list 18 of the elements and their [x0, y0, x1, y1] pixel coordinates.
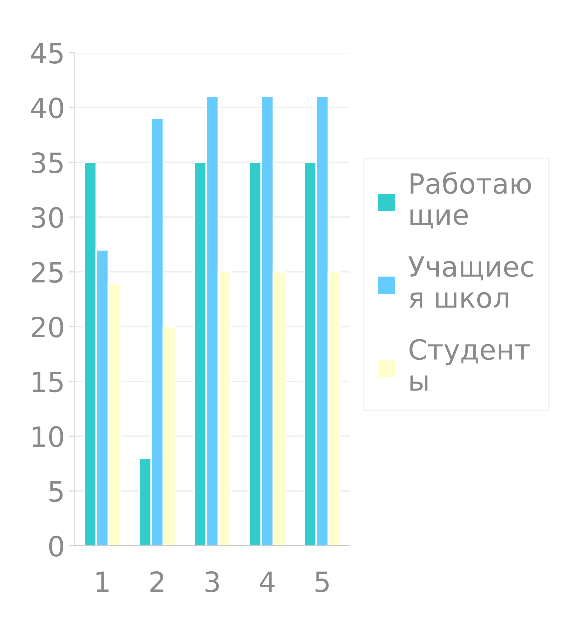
x-tick-label: 1 — [96, 572, 109, 592]
x-tick-label: 2 — [150, 571, 164, 592]
legend-label: Работающие — [410, 172, 532, 229]
x-tick-label: 3 — [206, 571, 220, 592]
legend-label: Учащиеся школ — [408, 256, 534, 308]
legend-label: Студенты — [410, 339, 530, 391]
y-tick-label: 5 — [50, 482, 63, 502]
y-tick-label: 10 — [32, 426, 64, 448]
y-tick-label: 25 — [32, 262, 63, 284]
y-tick-label: 20 — [32, 316, 64, 338]
y-tick-label: 45 — [31, 43, 63, 64]
y-tick-label: 40 — [31, 98, 64, 119]
y-tick-label: 35 — [32, 152, 63, 174]
y-tick-label: 30 — [32, 207, 64, 228]
x-tick-label: 5 — [316, 572, 329, 592]
y-tick-label: 15 — [32, 372, 63, 393]
x-tick-label: 4 — [260, 572, 275, 592]
y-tick-label: 0 — [49, 536, 64, 557]
